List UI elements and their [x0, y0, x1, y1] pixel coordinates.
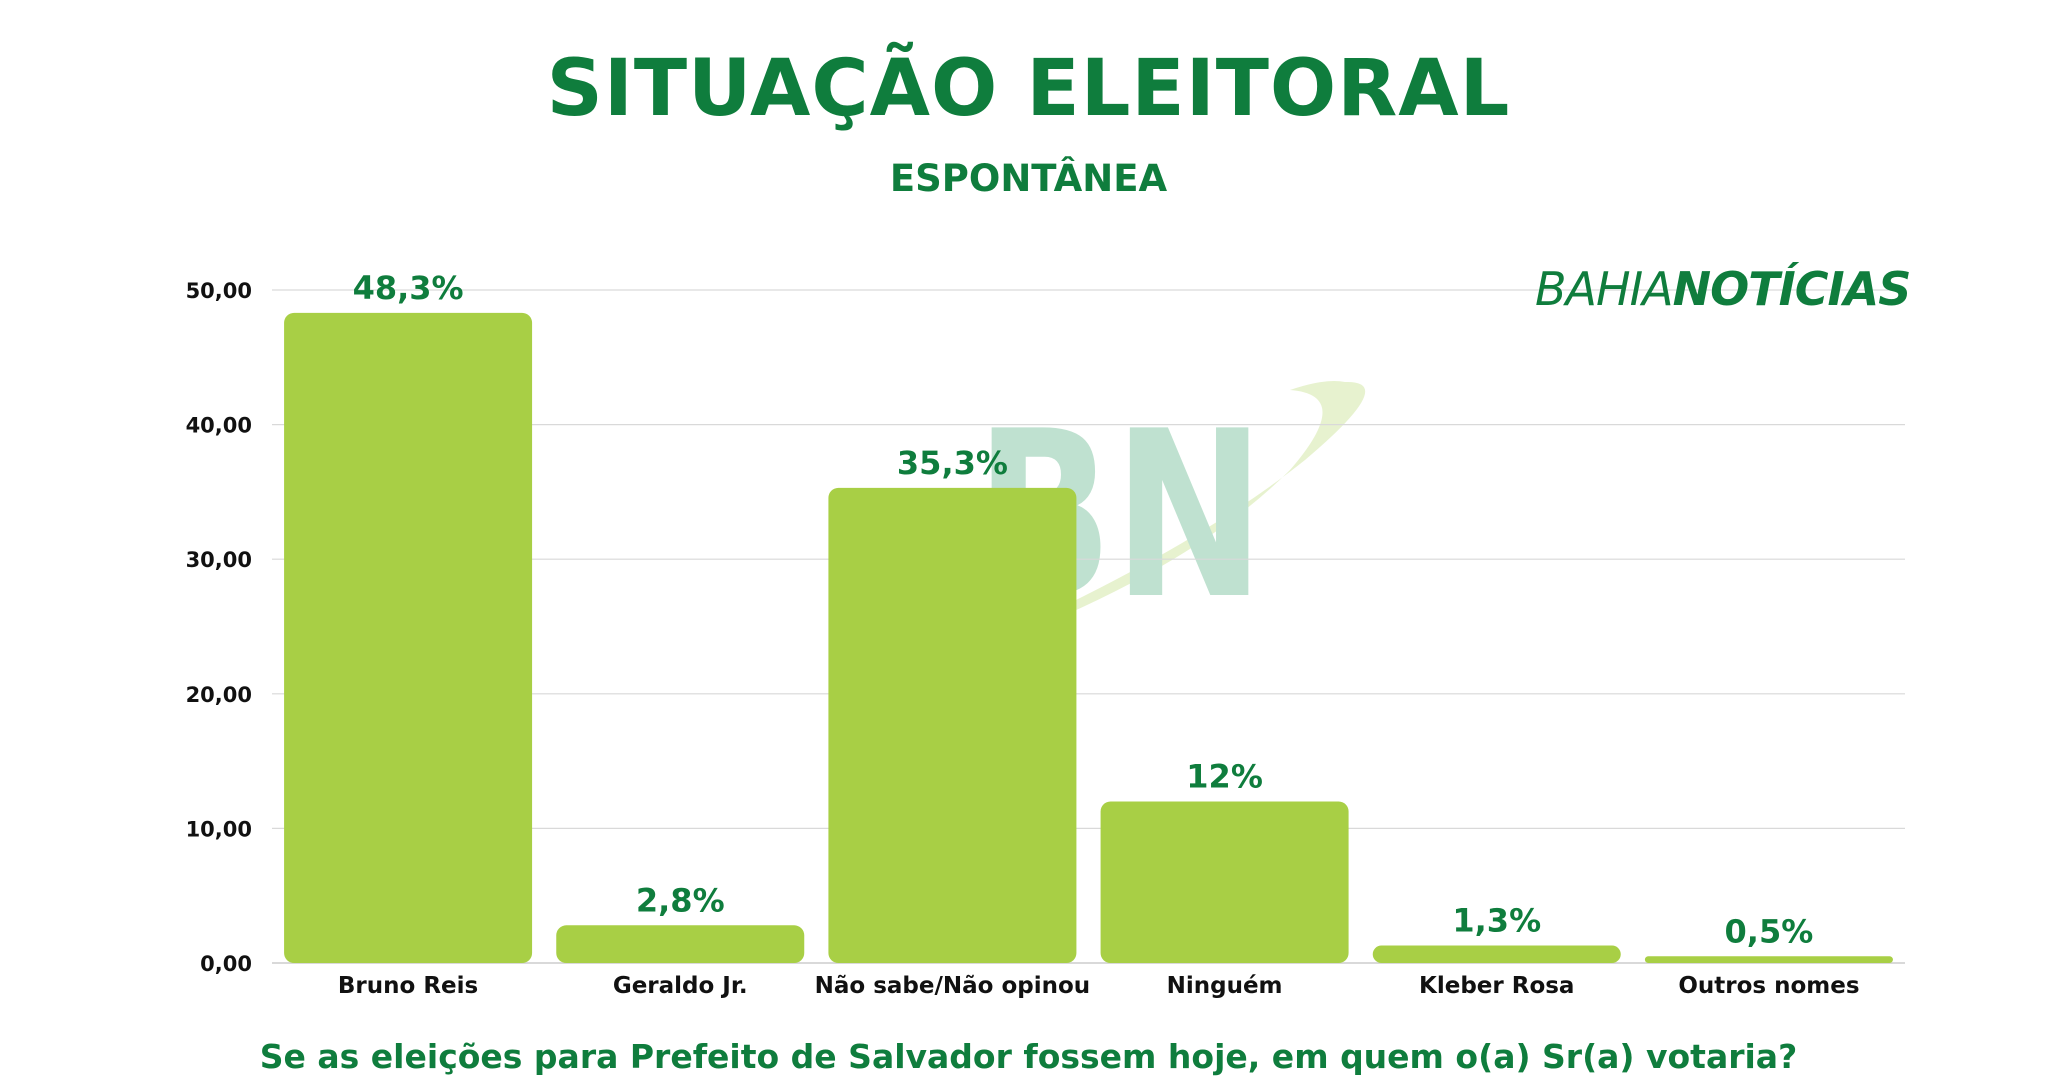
x-category-label: Geraldo Jr.	[613, 973, 748, 999]
y-tick-label: 10,00	[186, 817, 252, 841]
brand-part2: NOTÍCIAS	[1672, 262, 1912, 316]
x-category-label: Ninguém	[1167, 973, 1283, 999]
y-tick-label: 40,00	[186, 414, 252, 438]
chart-subtitle: ESPONTÂNEA	[889, 157, 1168, 200]
data-label: 1,3%	[1452, 902, 1541, 940]
bar	[1644, 956, 1893, 963]
bar	[1372, 945, 1621, 963]
bar	[828, 487, 1077, 963]
x-category-label: Outros nomes	[1678, 973, 1859, 999]
y-tick-label: 50,00	[186, 279, 252, 303]
y-tick-label: 30,00	[186, 548, 252, 572]
data-label: 48,3%	[353, 269, 464, 307]
x-category-label: Kleber Rosa	[1419, 973, 1574, 999]
bar	[1100, 801, 1349, 963]
brand-part1: BAHIA	[1535, 262, 1674, 316]
chart-title: SITUAÇÃO ELEITORAL	[546, 44, 1511, 134]
bar	[556, 925, 805, 963]
bahia-noticias-logo: BAHIANOTÍCIAS	[1535, 262, 1912, 316]
survey-question: Se as eleições para Prefeito de Salvador…	[259, 1037, 1798, 1076]
data-label: 0,5%	[1725, 912, 1814, 950]
data-label: 2,8%	[636, 881, 725, 919]
y-tick-label: 0,00	[200, 952, 252, 976]
bar	[284, 312, 533, 964]
y-tick-label: 20,00	[186, 683, 252, 707]
x-category-label: Não sabe/Não opinou	[815, 973, 1091, 999]
data-label: 12%	[1186, 757, 1263, 795]
x-category-label: Bruno Reis	[338, 973, 478, 999]
data-label: 35,3%	[897, 444, 1008, 482]
